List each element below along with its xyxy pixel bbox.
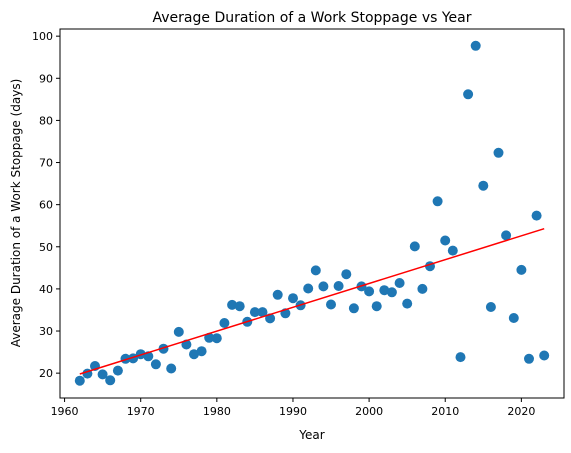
- y-tick-label: 70: [39, 157, 53, 170]
- data-point: [531, 210, 542, 221]
- data-point: [310, 265, 321, 276]
- data-point: [257, 307, 268, 318]
- data-point: [364, 286, 375, 297]
- data-point: [348, 303, 359, 314]
- x-tick-label: 1980: [203, 405, 231, 418]
- data-point: [455, 352, 466, 363]
- data-point: [379, 285, 390, 296]
- data-point: [508, 313, 519, 323]
- trend-line: [79, 227, 545, 375]
- x-axis: 1960 1970 1980 1990 2000 2010 2020: [51, 398, 535, 418]
- data-point: [341, 269, 352, 280]
- data-point: [204, 332, 215, 343]
- data-point: [524, 353, 534, 364]
- y-tick-label: 20: [39, 367, 53, 380]
- y-tick-label: 50: [39, 241, 53, 254]
- x-tick-label: 1990: [279, 405, 307, 418]
- data-point: [386, 287, 397, 298]
- data-point: [249, 307, 260, 318]
- data-point: [326, 299, 336, 310]
- data-point: [432, 196, 443, 207]
- data-point: [440, 235, 451, 246]
- data-point: [485, 302, 496, 312]
- y-tick-label: 40: [39, 283, 53, 296]
- x-tick-label: 2020: [507, 405, 535, 418]
- plot-frame: [59, 28, 565, 399]
- data-point: [219, 318, 230, 328]
- y-tick-label: 80: [39, 114, 53, 127]
- data-point: [227, 299, 238, 310]
- data-point: [97, 369, 108, 380]
- data-point: [417, 283, 428, 294]
- data-point: [402, 298, 413, 309]
- data-point: [288, 293, 298, 304]
- chart-title: Average Duration of a Work Stoppage vs Y…: [153, 10, 472, 26]
- data-point: [516, 264, 527, 275]
- data-point: [166, 363, 177, 374]
- y-axis: 20 30 40 50 60 70 80 90 100: [32, 30, 60, 380]
- x-axis-label: Year: [298, 428, 324, 442]
- data-point: [105, 375, 116, 386]
- y-tick-label: 100: [32, 30, 53, 43]
- data-point: [234, 301, 245, 312]
- data-point: [394, 278, 405, 288]
- data-point: [333, 281, 344, 291]
- data-point: [493, 147, 504, 158]
- data-point: [173, 326, 184, 337]
- data-point: [539, 350, 550, 361]
- data-point: [272, 289, 283, 300]
- data-point: [189, 349, 199, 360]
- data-point: [371, 301, 382, 312]
- data-point: [150, 359, 161, 370]
- data-point: [112, 365, 123, 376]
- data-point: [478, 180, 489, 191]
- data-point: [447, 245, 458, 256]
- data-point: [196, 346, 207, 357]
- y-tick-label: 60: [39, 199, 53, 212]
- plot-area: [74, 40, 550, 386]
- data-point: [463, 89, 474, 100]
- data-point: [409, 241, 420, 252]
- x-tick-label: 1970: [127, 405, 155, 418]
- y-axis-label: Average Duration of a Work Stoppage (day…: [9, 79, 23, 348]
- data-point: [318, 281, 329, 292]
- x-tick-label: 2000: [355, 405, 383, 418]
- data-point: [211, 333, 222, 344]
- x-tick-label: 1960: [51, 405, 79, 418]
- data-point: [501, 230, 512, 241]
- y-tick-label: 90: [39, 72, 53, 85]
- data-point: [303, 283, 314, 294]
- data-point: [158, 343, 169, 354]
- y-tick-label: 30: [39, 325, 53, 338]
- data-point: [120, 353, 131, 364]
- x-tick-label: 2010: [431, 405, 459, 418]
- data-point: [470, 40, 481, 51]
- data-point: [74, 375, 85, 386]
